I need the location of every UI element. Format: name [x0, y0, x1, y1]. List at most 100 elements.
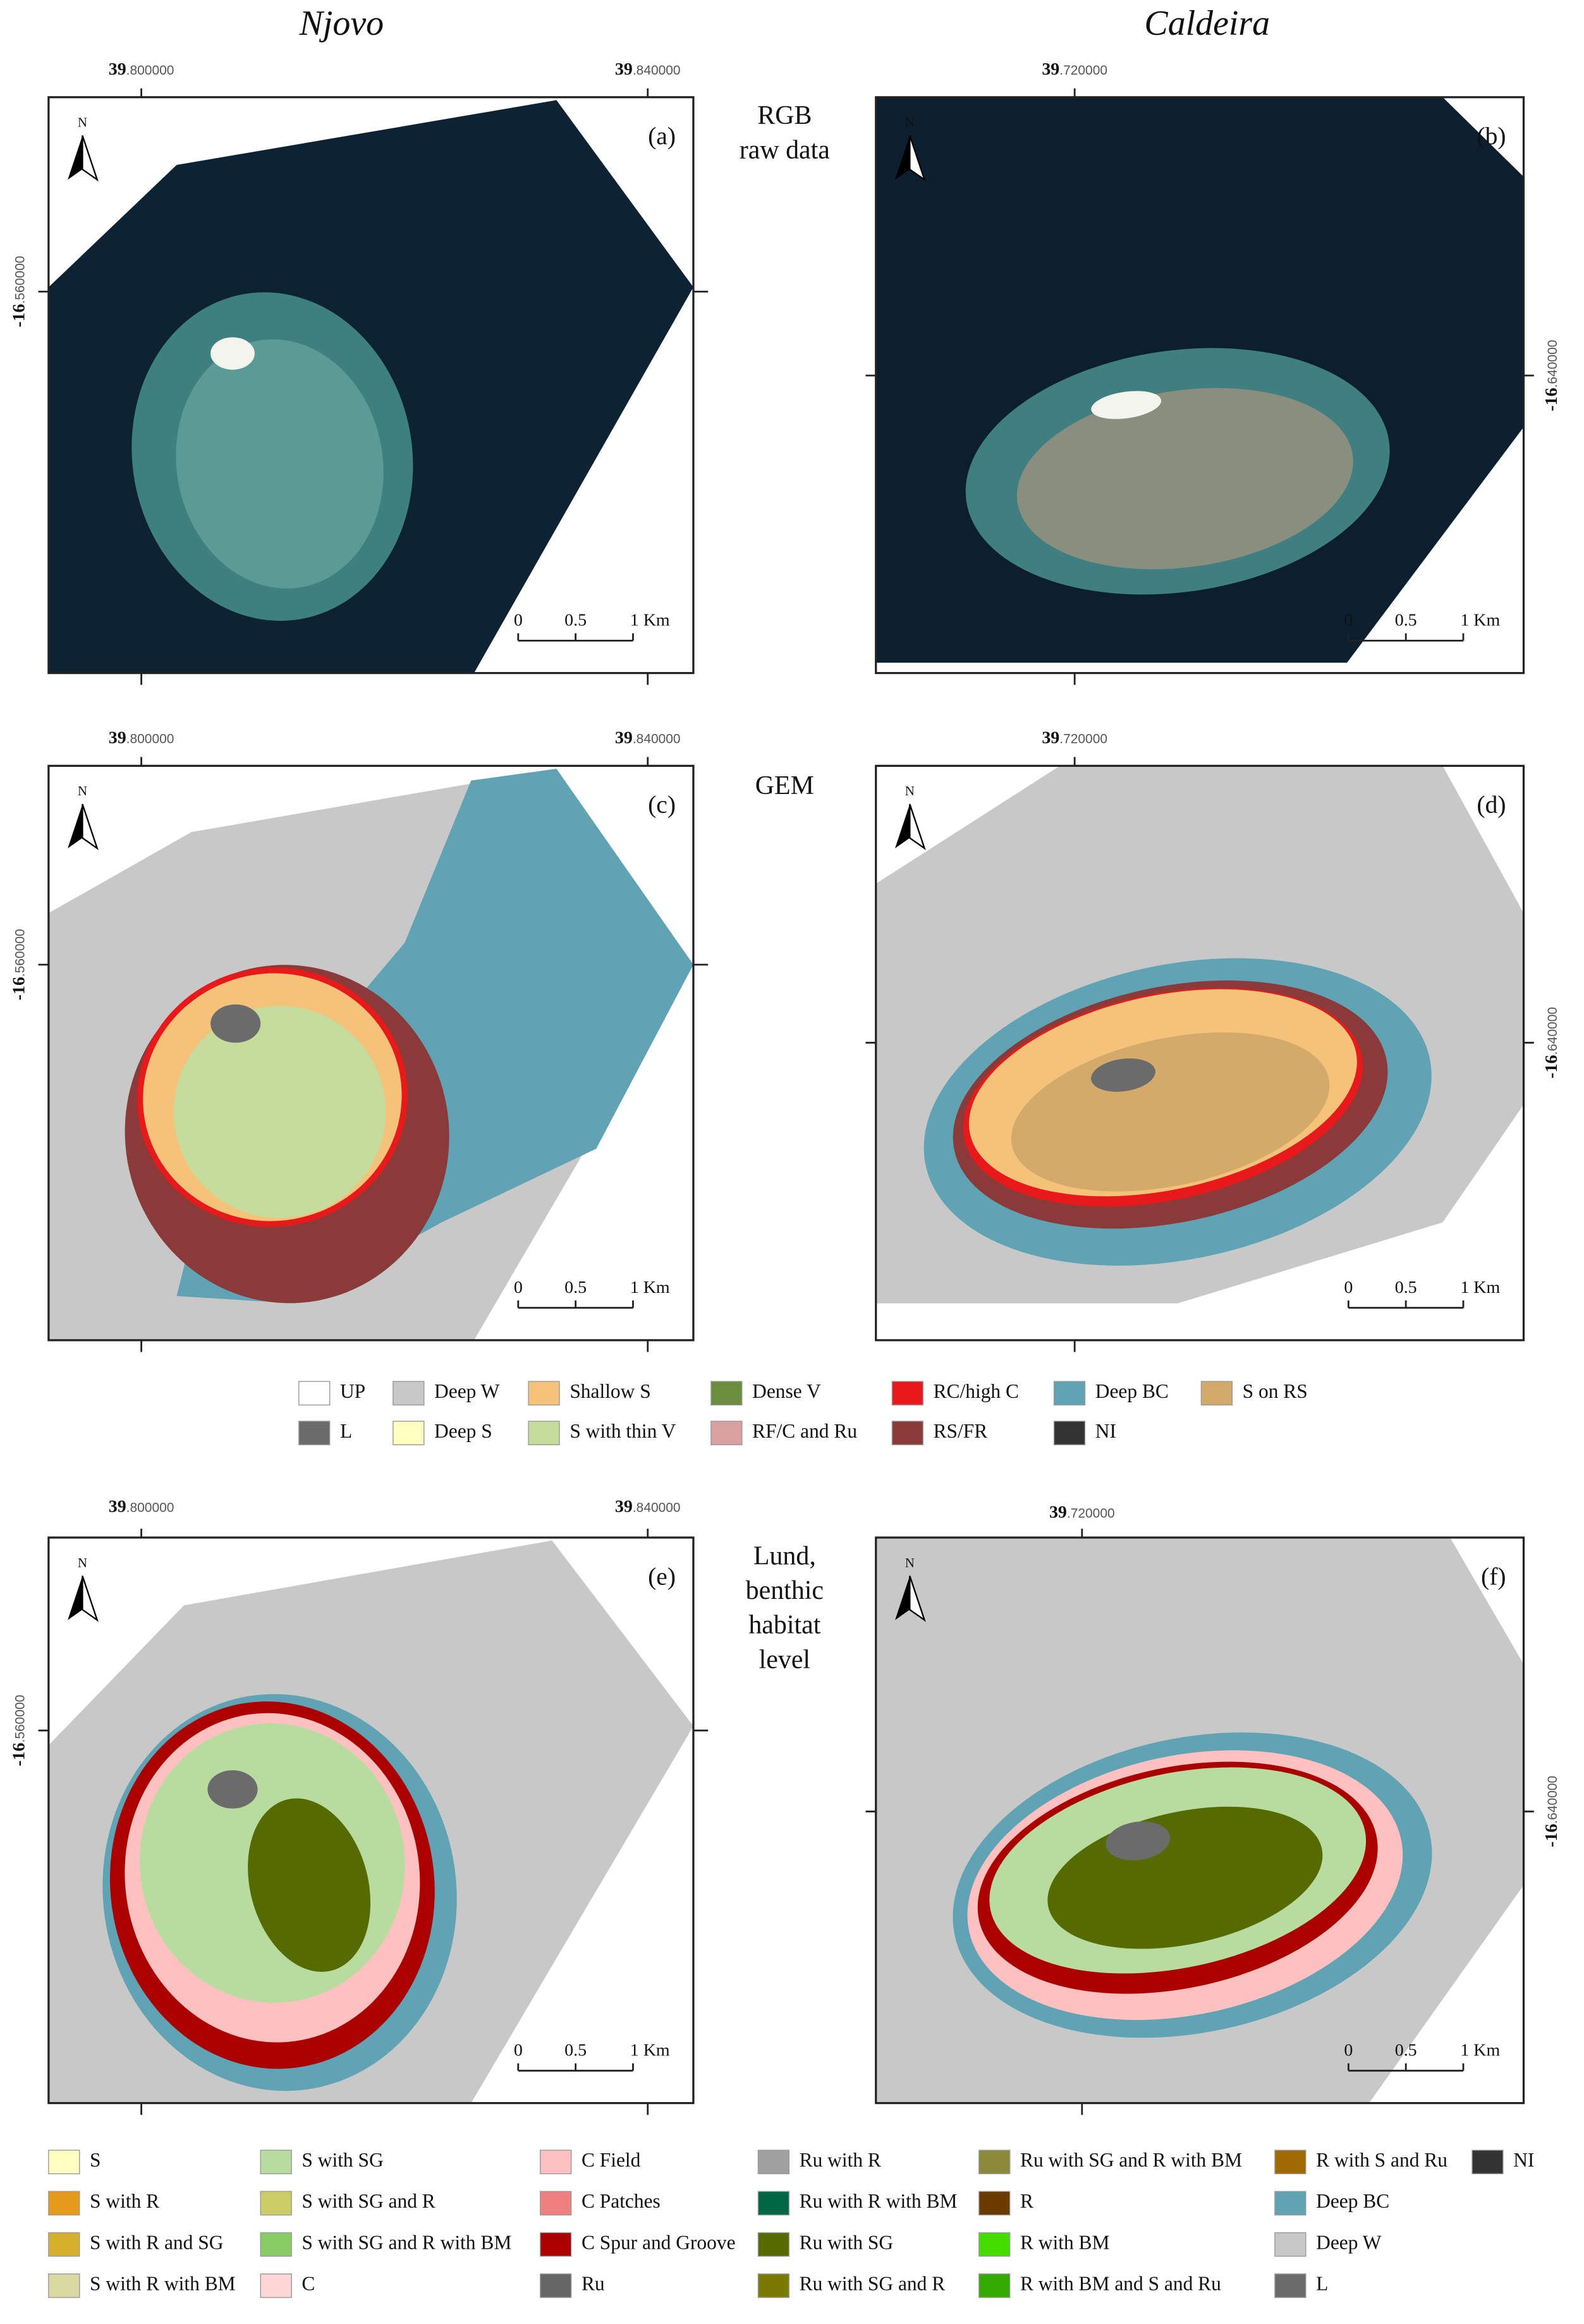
legend-swatch — [710, 1381, 743, 1406]
north-arrow — [895, 135, 910, 180]
north-arrow — [82, 135, 99, 182]
map-area — [1091, 1058, 1155, 1092]
map-area — [1016, 388, 1353, 570]
legend-label: RC/high C — [934, 1380, 1019, 1402]
lat-degree: -16 — [9, 303, 29, 327]
legend-label: RS/FR — [934, 1420, 988, 1442]
lon-label: 39.720000 — [1042, 59, 1107, 79]
legend-swatch — [978, 2232, 1011, 2257]
legend-swatch — [393, 1421, 425, 1445]
lat-decimal: .640000 — [1545, 340, 1560, 388]
lon-degree: 39 — [1042, 59, 1059, 79]
legend-label: R with S and Ru — [1316, 2149, 1447, 2171]
legend-swatch — [1200, 1381, 1233, 1406]
lat-decimal: .640000 — [1545, 1007, 1560, 1055]
lon-label: 39.840000 — [615, 1497, 681, 1517]
legend-swatch — [393, 1381, 425, 1406]
legend-label: C Spur and Groove — [582, 2231, 736, 2253]
panel-letter: (a) — [648, 122, 676, 150]
legend-label: S with R with BM — [90, 2273, 236, 2295]
lat-label: -16.640000 — [1542, 1007, 1562, 1079]
legend-label: S — [90, 2149, 101, 2171]
legend-label: S with SG and R — [302, 2190, 435, 2212]
row-label: benthic — [746, 1576, 824, 1605]
legend-swatch — [757, 2191, 790, 2216]
legend-swatch — [260, 2232, 292, 2257]
lon-decimal: .840000 — [633, 731, 681, 746]
legend-label: Deep W — [434, 1380, 500, 1402]
north-arrow — [895, 1575, 910, 1620]
lon-decimal: .840000 — [633, 1500, 681, 1515]
lon-degree: 39 — [615, 1497, 633, 1517]
north-arrow — [909, 1575, 926, 1622]
panel-letter: (b) — [1477, 122, 1506, 150]
legend-swatch — [891, 1421, 923, 1445]
legend-label: S with R and SG — [90, 2231, 223, 2253]
map-frame — [875, 1536, 1525, 2105]
legend-swatch — [260, 2150, 292, 2175]
panel-letter: (d) — [1477, 791, 1506, 819]
scale-label: 1 Km — [1460, 2040, 1500, 2060]
lon-decimal: .800000 — [126, 731, 174, 746]
scale-label: 0 — [1344, 610, 1353, 630]
legend-label: L — [1316, 2273, 1328, 2295]
legend-label: Deep BC — [1095, 1380, 1169, 1402]
legend-swatch — [260, 2191, 292, 2216]
legend-swatch — [1274, 2191, 1307, 2216]
lon-decimal: .800000 — [126, 63, 174, 77]
map-frame — [875, 764, 1525, 1342]
legend-swatch — [978, 2273, 1011, 2298]
scale-label: 0.5 — [564, 1278, 587, 1297]
legend-label: S with R — [90, 2190, 159, 2212]
scale-label: 0.5 — [564, 610, 587, 630]
legend-swatch — [298, 1381, 331, 1406]
scale-label: 1 Km — [630, 610, 670, 630]
legend-label: NI — [1513, 2149, 1534, 2171]
lon-degree: 39 — [109, 1497, 126, 1517]
legend-swatch — [978, 2191, 1011, 2216]
legend-label: NI — [1095, 1420, 1116, 1442]
lon-degree: 39 — [109, 59, 126, 79]
legend-swatch — [528, 1381, 560, 1406]
legend-swatch — [1053, 1381, 1086, 1406]
scale-label: 1 Km — [1460, 1278, 1500, 1297]
legend-swatch — [710, 1421, 743, 1445]
lon-decimal: .720000 — [1059, 63, 1107, 77]
scale-label: 0 — [1344, 1278, 1353, 1297]
lon-label: 39.800000 — [109, 728, 174, 748]
lon-label: 39.720000 — [1042, 728, 1107, 748]
column-title: Caldeira — [1144, 4, 1270, 43]
scale-label: 0 — [514, 610, 523, 630]
lat-decimal: .560000 — [13, 929, 27, 977]
legend-label: S on RS — [1243, 1380, 1308, 1402]
scale-label: 1 Km — [630, 1278, 670, 1297]
legend-label: Deep BC — [1316, 2190, 1389, 2212]
legend-label: C Patches — [582, 2190, 661, 2212]
legend-label: Ru with SG — [800, 2231, 893, 2253]
north-label: N — [905, 114, 915, 130]
lat-label: -16.640000 — [1542, 1776, 1562, 1847]
legend-swatch — [1274, 2150, 1307, 2175]
map-panel: (f) N 0 0.5 1 Km 39.720000 -16.640000 — [865, 1503, 1562, 2115]
row-label: GEM — [755, 771, 814, 800]
map-frame — [875, 96, 1525, 675]
legend-swatch — [48, 2232, 80, 2257]
map-panel: (d) N 0 0.5 1 Km 39.720000 -16.640000 — [865, 728, 1562, 1352]
lon-label: 39.800000 — [109, 59, 174, 79]
legend-label: R with BM — [1020, 2231, 1110, 2253]
north-label: N — [78, 1555, 87, 1570]
scale-label: 0.5 — [1395, 2040, 1417, 2060]
north-arrow — [82, 1575, 99, 1622]
north-arrow — [909, 135, 926, 182]
legend-swatch — [48, 2273, 80, 2298]
north-arrow — [895, 804, 910, 848]
legend-label: Deep S — [434, 1420, 492, 1442]
lon-label: 39.840000 — [615, 728, 681, 748]
legend-label: L — [340, 1420, 352, 1442]
map-panel: (b) N 0 0.5 1 Km 39.720000 -16.640000 — [865, 59, 1562, 685]
lat-label: -16.640000 — [1542, 340, 1562, 412]
lat-degree: -16 — [1542, 1055, 1562, 1079]
